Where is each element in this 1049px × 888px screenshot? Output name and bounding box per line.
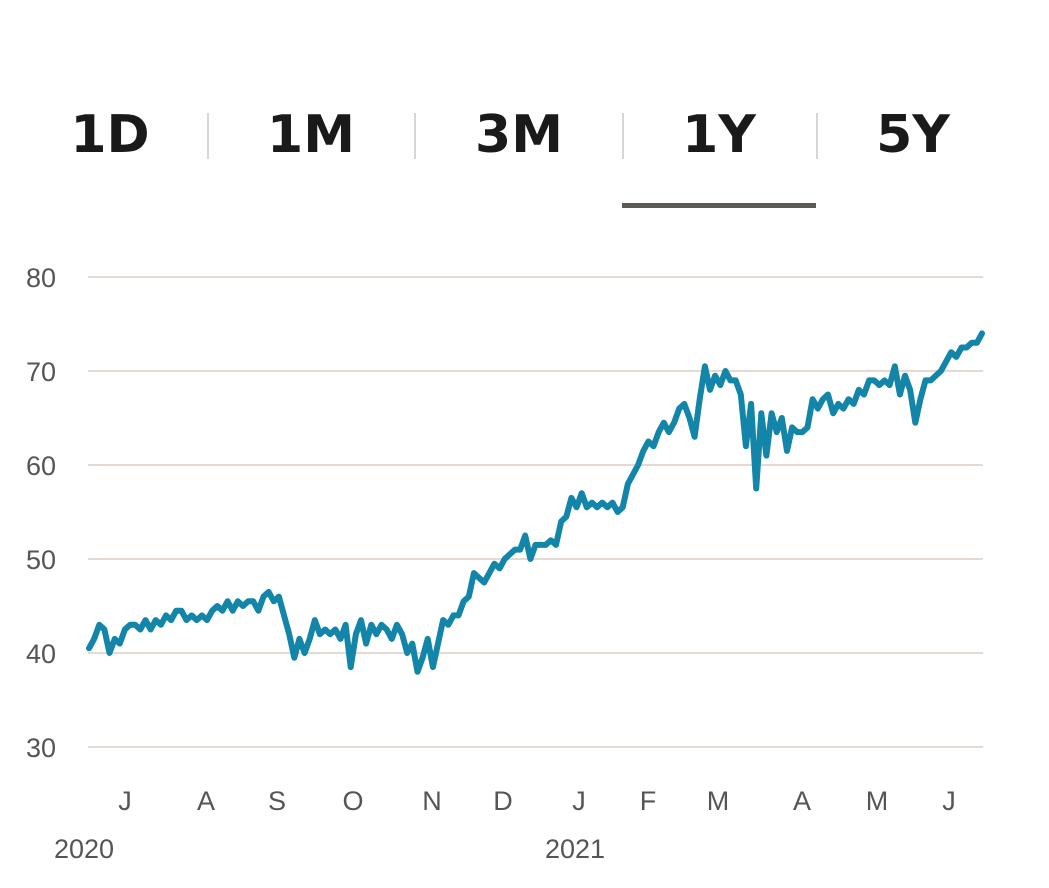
x-tick-label: J: [118, 786, 132, 816]
y-tick-label: 80: [26, 263, 56, 293]
x-tick-label: A: [197, 786, 215, 816]
year-labels: 2020 2021: [54, 834, 605, 864]
range-tabs: 1D 1M 3M 1Y 5Y: [0, 95, 1049, 215]
price-line-chart: 30 40 50 60 70 80 J A S O N D J F M A M J 2020 2021: [26, 263, 985, 864]
selected-tab-indicator: [622, 203, 816, 208]
tab-1y[interactable]: 1Y: [682, 105, 756, 165]
x-tick-label: J: [942, 786, 956, 816]
y-tick-label: 60: [26, 451, 56, 481]
x-tick-label: M: [707, 786, 730, 816]
tab-separator: [816, 113, 818, 159]
tab-separator: [207, 113, 209, 159]
price-series-line: [86, 330, 985, 675]
x-tick-label: M: [866, 786, 889, 816]
y-tick-label: 40: [26, 639, 56, 669]
tab-3m[interactable]: 3M: [475, 105, 563, 165]
tab-separator: [622, 113, 624, 159]
tab-1d[interactable]: 1D: [70, 105, 150, 165]
year-label: 2021: [545, 834, 605, 864]
year-label: 2020: [54, 834, 114, 864]
y-tick-label: 30: [26, 733, 56, 763]
y-tick-label: 50: [26, 545, 56, 575]
x-tick-label: F: [640, 786, 657, 816]
y-axis-labels: 30 40 50 60 70 80: [26, 263, 56, 763]
grid-lines: [88, 276, 983, 748]
tab-separator: [414, 113, 416, 159]
x-tick-label: N: [422, 786, 442, 816]
x-tick-label: S: [268, 786, 286, 816]
x-tick-label: D: [493, 786, 513, 816]
tab-5y[interactable]: 5Y: [876, 105, 950, 165]
y-tick-label: 70: [26, 357, 56, 387]
tab-1m[interactable]: 1M: [267, 105, 355, 165]
x-tick-label: O: [342, 786, 363, 816]
x-tick-label: J: [572, 786, 586, 816]
x-tick-label: A: [793, 786, 811, 816]
